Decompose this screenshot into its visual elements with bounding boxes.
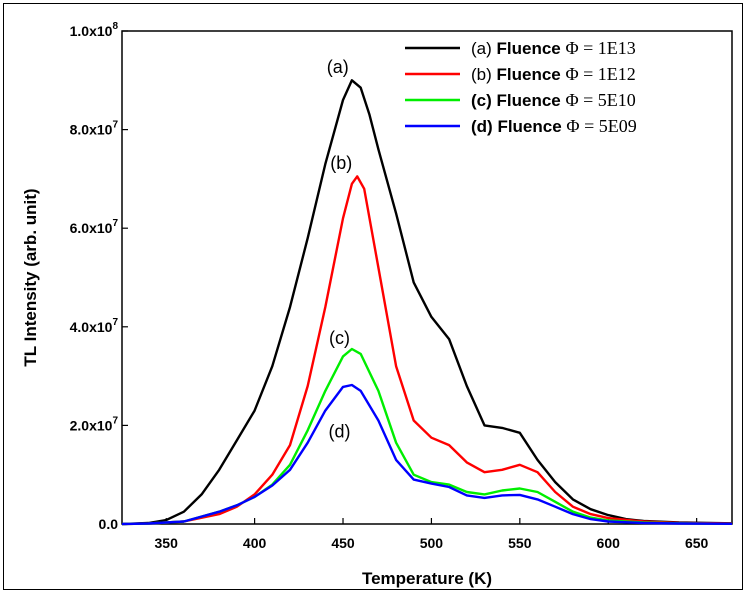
x-axis-ticks: 350 400 450 500 550 600 650 <box>155 518 709 551</box>
legend-entry-d: (d) Fluence Φ = 5E09 <box>471 116 637 136</box>
series-line-c <box>121 347 733 526</box>
curve-label-d: (d) <box>328 422 350 442</box>
y-axis-ticks: 0.0 2.0x107 4.0x107 6.0x107 8.0x107 1.0x108 <box>70 21 128 532</box>
x-tick-label: 500 <box>420 535 444 551</box>
legend-entry-b: (b) Fluence Φ = 1E12 <box>471 64 636 84</box>
y-tick-label: 0.0 <box>99 516 119 532</box>
figure-frame <box>3 3 743 590</box>
legend-entry-c: (c) Fluence Φ = 5E10 <box>471 90 636 110</box>
plot-area <box>121 30 733 525</box>
x-tick-label: 550 <box>508 535 532 551</box>
x-tick-label: 600 <box>597 535 621 551</box>
y-tick-label: 4.0x107 <box>70 317 119 335</box>
series-lines <box>121 79 733 526</box>
x-tick-label: 400 <box>243 535 267 551</box>
x-axis-title: Temperature (K) <box>362 569 492 588</box>
curve-label-c: (c) <box>329 328 350 348</box>
series-line-b <box>121 175 733 526</box>
y-tick-label: 6.0x107 <box>70 218 119 236</box>
y-tick-label: 8.0x107 <box>70 120 119 138</box>
series-line-d <box>121 383 733 526</box>
curve-label-b: (b) <box>330 153 352 173</box>
legend: (a) Fluence Φ = 1E13 (b) Fluence Φ = 1E12… <box>405 38 637 136</box>
series-line-a <box>121 79 733 526</box>
x-tick-label: 350 <box>155 535 179 551</box>
x-tick-label: 650 <box>685 535 709 551</box>
x-tick-label: 450 <box>331 535 355 551</box>
y-tick-label: 2.0x107 <box>70 415 119 433</box>
curve-annotations: (a) (b) (c) (d) <box>327 57 353 442</box>
y-axis-title: TL Intensity (arb. unit) <box>21 188 40 366</box>
y-tick-label: 1.0x108 <box>70 21 119 39</box>
legend-entry-a: (a) Fluence Φ = 1E13 <box>471 38 636 58</box>
curve-label-a: (a) <box>327 57 349 77</box>
